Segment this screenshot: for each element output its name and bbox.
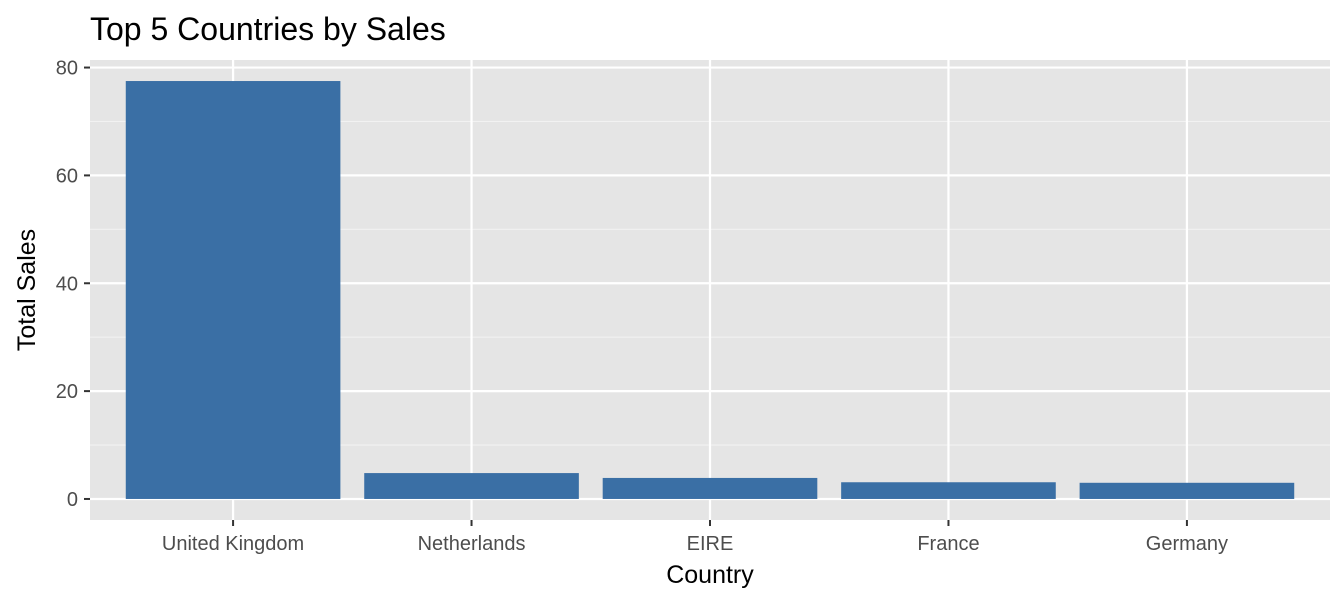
y-axis-title: Total Sales bbox=[13, 229, 41, 351]
x-tick-label: United Kingdom bbox=[162, 533, 304, 555]
y-axis-ticks: 0 20 40 60 80 bbox=[56, 58, 90, 511]
x-axis-title: Country bbox=[666, 561, 754, 589]
y-tick-label: 80 bbox=[56, 58, 78, 80]
y-tick-label: 60 bbox=[56, 165, 78, 187]
x-tick-label: Netherlands bbox=[418, 533, 526, 555]
bar-eire bbox=[602, 477, 818, 499]
chart-title: Top 5 Countries by Sales bbox=[90, 11, 446, 47]
x-tick-label: France bbox=[917, 533, 979, 555]
bar-united-kingdom bbox=[125, 81, 341, 499]
y-tick-label: 0 bbox=[67, 489, 78, 511]
bar-france bbox=[841, 482, 1056, 499]
x-tick-label: Germany bbox=[1146, 533, 1228, 555]
y-tick-label: 20 bbox=[56, 381, 78, 403]
y-tick-label: 40 bbox=[56, 273, 78, 295]
bar-germany bbox=[1079, 482, 1295, 499]
x-axis-ticks: United Kingdom Netherlands EIRE France Germa… bbox=[162, 520, 1228, 555]
bar-netherlands bbox=[364, 473, 579, 499]
x-tick-label: EIRE bbox=[687, 533, 734, 555]
bars bbox=[125, 81, 1295, 499]
